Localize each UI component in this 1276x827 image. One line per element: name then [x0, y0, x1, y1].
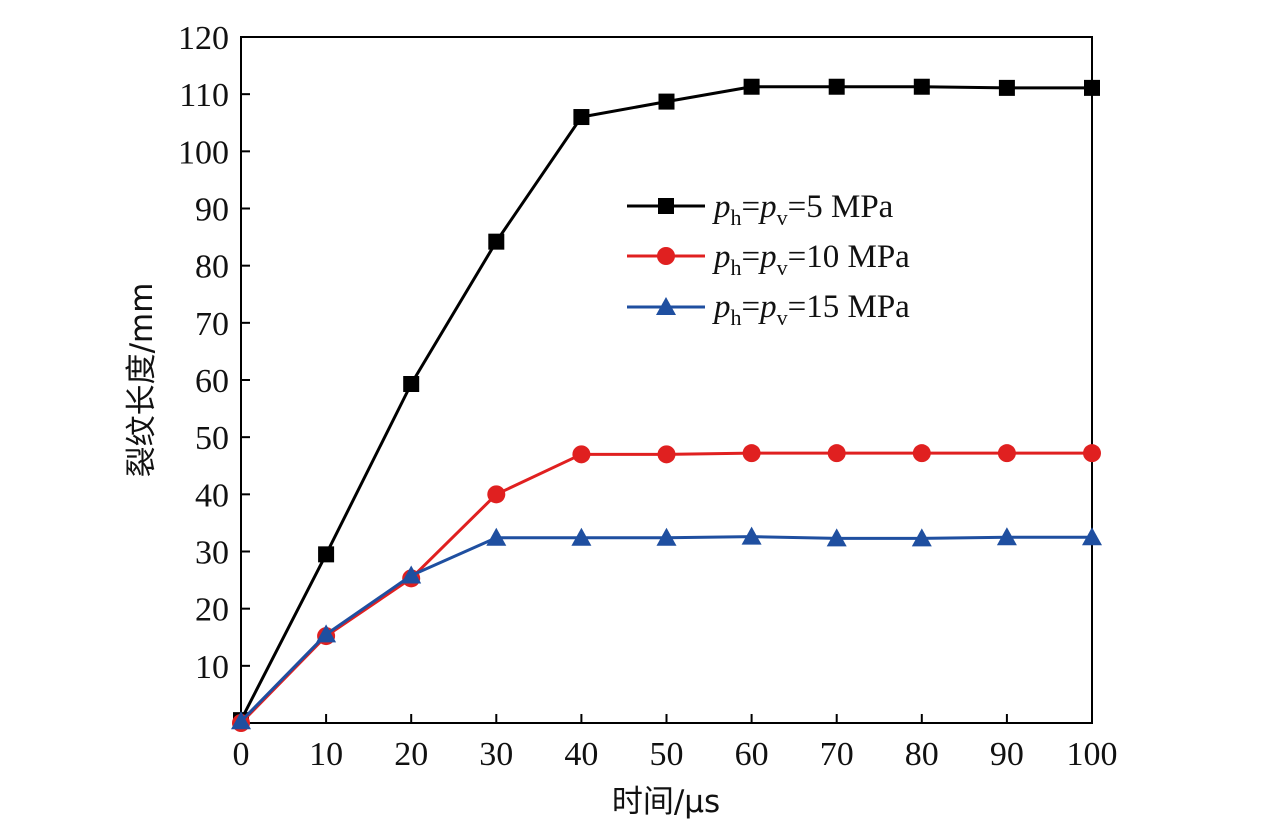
- legend-marker-shape: [658, 198, 674, 214]
- data-point: [487, 485, 506, 504]
- series-line-15mpa: [239, 535, 1092, 723]
- data-point: [571, 527, 592, 546]
- series-line-10mpa: [239, 451, 1092, 725]
- data-point: [913, 78, 930, 95]
- y-tick-label: 100: [178, 134, 229, 171]
- data-point: [401, 565, 422, 584]
- data-point: [911, 528, 932, 547]
- x-tick-label: 20: [394, 736, 428, 773]
- legend-entry-5mpa: ph=pv=5 MPa: [627, 189, 894, 230]
- x-tick-label: 90: [990, 736, 1024, 773]
- y-tick-label: 50: [195, 420, 229, 457]
- data-point: [826, 528, 847, 547]
- x-tick-label: 70: [820, 736, 854, 773]
- legend-entry-15mpa: ph=pv=15 MPa: [627, 289, 910, 330]
- series-15mpa: [231, 526, 1102, 730]
- data-point: [998, 79, 1015, 96]
- legend-marker-5mpa: [658, 198, 674, 214]
- data-point: [573, 109, 590, 126]
- data-point: [1084, 79, 1100, 96]
- series-layer: [231, 78, 1102, 732]
- data-point: [316, 624, 337, 643]
- axis-ticks: 0 10 20 30 40 50 60 70 80 90 100 10 20 30 40 50 60 70 80 90…: [178, 20, 1118, 773]
- x-tick-label: 0: [233, 736, 250, 773]
- data-point: [997, 444, 1016, 463]
- series-10mpa: [232, 444, 1101, 732]
- legend-marker-shape: [657, 247, 675, 265]
- legend-marker-10mpa: [657, 247, 675, 265]
- legend-label-15mpa: ph=pv=15 MPa: [712, 289, 910, 330]
- x-tick-label: 30: [479, 736, 513, 773]
- legend-entry-10mpa: ph=pv=10 MPa: [627, 239, 910, 280]
- data-point: [1083, 444, 1101, 463]
- y-tick-label: 70: [195, 306, 229, 343]
- y-tick-label: 10: [195, 649, 229, 686]
- data-point: [828, 78, 845, 95]
- x-tick-label: 100: [1067, 736, 1118, 773]
- data-point: [572, 445, 591, 464]
- y-tick-label: 20: [195, 592, 229, 629]
- data-point: [743, 78, 760, 95]
- data-point: [741, 526, 762, 545]
- y-tick-label: 90: [195, 192, 229, 229]
- x-axis-title: 时间/μs: [612, 784, 720, 820]
- data-point: [486, 527, 507, 546]
- y-tick-label: 120: [178, 20, 229, 57]
- data-point: [658, 93, 675, 110]
- y-tick-label: 40: [195, 477, 229, 514]
- data-point: [996, 527, 1017, 546]
- data-point: [318, 546, 335, 563]
- legend-marker-15mpa: [656, 297, 676, 315]
- data-point: [742, 444, 761, 463]
- y-tick-label: 110: [179, 77, 229, 114]
- y-tick-label: 60: [195, 363, 229, 400]
- legend-marker-shape: [656, 297, 676, 315]
- series-line-5mpa: [239, 85, 1092, 721]
- data-point: [657, 445, 676, 464]
- data-point: [231, 711, 251, 730]
- plot-frame: [240, 36, 1093, 724]
- x-tick-label: 60: [735, 736, 769, 773]
- x-tick-label: 40: [564, 736, 598, 773]
- y-tick-label: 80: [195, 249, 229, 286]
- x-tick-label: 10: [309, 736, 343, 773]
- y-tick-label: 30: [195, 535, 229, 572]
- series-5mpa: [233, 78, 1100, 729]
- y-axis-title: 裂纹长度/mm: [124, 283, 160, 478]
- legend: ph=pv=5 MPa ph=pv=10 MPa ph=pv=15 MPa: [627, 189, 910, 330]
- x-tick-label: 50: [650, 736, 684, 773]
- data-point: [403, 376, 420, 393]
- legend-label-10mpa: ph=pv=10 MPa: [712, 239, 910, 280]
- x-tick-label: 80: [905, 736, 939, 773]
- data-point: [912, 444, 931, 463]
- data-point: [1082, 527, 1102, 546]
- data-point: [656, 527, 677, 546]
- data-point: [827, 444, 846, 463]
- data-point: [488, 233, 505, 250]
- legend-label-5mpa: ph=pv=5 MPa: [712, 189, 894, 230]
